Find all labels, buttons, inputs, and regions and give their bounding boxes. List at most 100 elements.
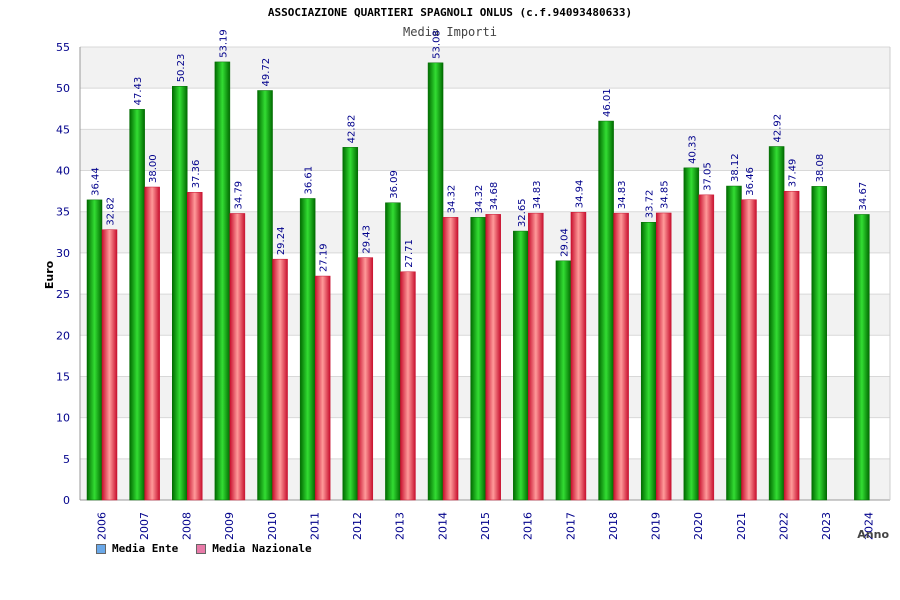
value-label: 46.01 <box>602 88 613 117</box>
value-label: 49.72 <box>261 58 272 87</box>
value-label: 33.72 <box>645 190 656 219</box>
bar-media-ente <box>172 86 188 501</box>
grid-band <box>80 47 890 89</box>
value-label: 34.85 <box>660 180 671 209</box>
bar-media-ente <box>683 167 700 501</box>
bar-media-nazionale <box>741 199 757 501</box>
bar-media-nazionale <box>655 212 672 501</box>
bar-media-ente <box>811 186 827 501</box>
bar-media-ente <box>129 109 145 501</box>
value-label: 40.33 <box>687 135 698 164</box>
value-label: 32.82 <box>106 197 117 226</box>
value-label: 29.04 <box>559 228 570 257</box>
bar-media-ente <box>385 202 401 501</box>
legend: Media Ente Media Nazionale <box>96 542 312 555</box>
value-label: 34.79 <box>233 181 244 210</box>
x-tick-label: 2016 <box>522 512 535 540</box>
bar-media-ente <box>768 146 785 501</box>
value-label: 34.32 <box>474 185 485 214</box>
bar-media-ente <box>427 62 444 501</box>
bar-media-nazionale <box>272 258 288 501</box>
x-tick-label: 2017 <box>564 512 577 540</box>
y-tick-label: 0 <box>63 494 70 507</box>
value-label: 42.82 <box>346 115 357 144</box>
value-label: 37.05 <box>702 162 713 191</box>
value-label: 36.09 <box>389 170 400 199</box>
value-label: 36.46 <box>745 167 756 196</box>
bar-media-ente <box>555 260 572 501</box>
x-tick-label: 2020 <box>692 512 705 540</box>
x-tick-label: 2022 <box>777 512 790 540</box>
bar-media-ente <box>257 90 273 501</box>
chart-subtitle: Media Importi <box>403 25 497 39</box>
bar-media-ente <box>726 185 742 501</box>
bar-media-ente <box>214 61 231 501</box>
x-tick-label: 2013 <box>394 512 407 540</box>
value-label: 42.92 <box>773 114 784 143</box>
y-tick-label: 45 <box>56 123 70 136</box>
legend-item-nazionale: Media Nazionale <box>196 542 312 555</box>
y-tick-label: 30 <box>56 247 70 260</box>
bar-media-nazionale <box>357 257 374 501</box>
tick-labels: 0 5 10 15 20 25 30 35 40 45 50 55 2006 2007 2008 2009 20… <box>56 41 876 540</box>
y-tick-label: 10 <box>56 412 70 425</box>
y-tick-label: 20 <box>56 329 70 342</box>
bar-media-nazionale <box>314 275 331 501</box>
bar-media-nazionale <box>442 217 459 501</box>
bar-media-ente <box>470 217 486 501</box>
x-axis-label: Anno <box>857 528 889 541</box>
x-tick-label: 2019 <box>650 512 663 540</box>
bars <box>86 61 870 501</box>
value-label: 32.65 <box>517 198 528 227</box>
x-tick-label: 2011 <box>308 512 321 540</box>
x-tick-label: 2015 <box>479 512 492 540</box>
value-label: 34.68 <box>489 182 500 211</box>
bar-media-ente <box>640 222 657 501</box>
bar-media-ente <box>299 198 316 501</box>
bar-media-nazionale <box>570 211 587 501</box>
value-label: 37.49 <box>788 159 799 188</box>
bar-media-ente <box>854 214 870 501</box>
value-label: 36.44 <box>91 167 102 196</box>
value-label: 37.36 <box>191 160 202 189</box>
x-tick-label: 2009 <box>223 512 236 540</box>
value-label: 27.19 <box>319 243 330 272</box>
bar-media-nazionale <box>698 194 715 501</box>
value-label: 38.12 <box>730 153 741 182</box>
x-tick-label: 2023 <box>820 512 833 540</box>
x-tick-label: 2007 <box>138 512 151 540</box>
x-tick-label: 2018 <box>607 512 620 540</box>
value-label: 38.08 <box>815 154 826 183</box>
y-tick-label: 15 <box>56 370 70 383</box>
bar-media-nazionale <box>101 229 118 501</box>
x-tick-label: 2021 <box>735 512 748 540</box>
legend-label-nazionale: Media Nazionale <box>212 542 312 555</box>
bar-media-nazionale <box>400 271 416 501</box>
bar-media-ente <box>598 120 614 501</box>
chart-title: ASSOCIAZIONE QUARTIERI SPAGNOLI ONLUS (c… <box>267 6 633 19</box>
y-tick-label: 25 <box>56 288 70 301</box>
x-tick-label: 2008 <box>181 512 194 540</box>
legend-swatch-ente <box>96 543 106 554</box>
bar-media-nazionale <box>528 212 544 501</box>
bar-media-ente <box>513 230 529 501</box>
value-label: 34.32 <box>447 185 458 214</box>
value-label: 53.19 <box>218 29 229 58</box>
value-labels: 36.44 32.82 47.43 38.00 50.23 37.36 53.19 34.79… <box>91 29 869 272</box>
bar-media-ente <box>342 147 359 501</box>
value-label: 34.94 <box>574 180 585 209</box>
bar-media-nazionale <box>144 186 160 501</box>
value-label: 38.00 <box>148 154 159 183</box>
bar-media-ente <box>86 199 103 501</box>
legend-item-ente: Media Ente <box>96 542 178 555</box>
x-tick-label: 2006 <box>95 512 108 540</box>
y-tick-label: 50 <box>56 82 70 95</box>
bar-media-nazionale <box>783 190 800 501</box>
x-tick-label: 2014 <box>436 512 449 540</box>
value-label: 50.23 <box>176 54 187 83</box>
value-label: 29.24 <box>276 227 287 256</box>
bar-media-nazionale <box>613 212 629 501</box>
y-tick-label: 40 <box>56 165 70 178</box>
y-tick-label: 35 <box>56 206 70 219</box>
